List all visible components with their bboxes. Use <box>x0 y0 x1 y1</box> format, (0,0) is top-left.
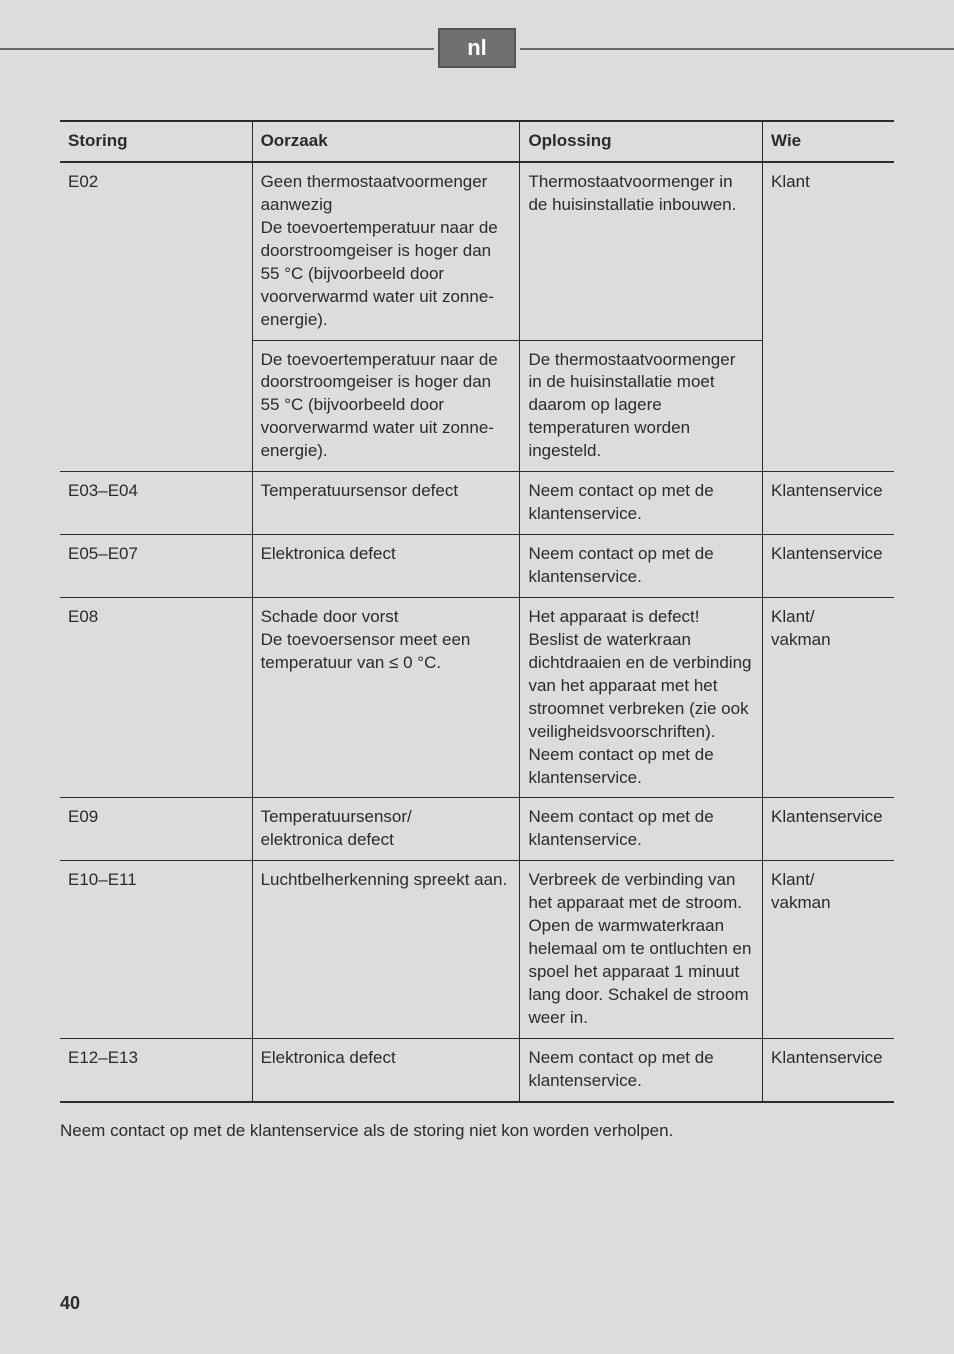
cell-oplossing: De thermostaatvoormenger in de huisinsta… <box>520 340 763 472</box>
cell-oorzaak: Luchtbelherkenning spreekt aan. <box>252 861 520 1039</box>
table-row: E10–E11 Luchtbelherkenning spreekt aan. … <box>60 861 894 1039</box>
table-row: E02 Geen thermostaatvoormenger aanwezigD… <box>60 162 894 340</box>
table-header-row: Storing Oorzaak Oplossing Wie <box>60 121 894 162</box>
cell-oplossing: Neem contact op met de klantenservice. <box>520 1038 763 1101</box>
table-row: E09 Temperatuursensor/elektronica defect… <box>60 798 894 861</box>
cell-storing: E12–E13 <box>60 1038 252 1101</box>
cell-oplossing: Neem contact op met de klantenservice. <box>520 472 763 535</box>
cell-wie: Klantenservice <box>763 1038 894 1101</box>
content-area: Storing Oorzaak Oplossing Wie E02 Geen t… <box>60 120 894 1141</box>
table-row: E08 Schade door vorstDe toevoersensor me… <box>60 597 894 798</box>
table-row: E12–E13 Elektronica defect Neem contact … <box>60 1038 894 1101</box>
cell-wie: Klant/vakman <box>763 597 894 798</box>
troubleshooting-table: Storing Oorzaak Oplossing Wie E02 Geen t… <box>60 120 894 1103</box>
cell-wie: Klant <box>763 162 894 472</box>
footer-note: Neem contact op met de klantenservice al… <box>60 1121 894 1141</box>
table-row: E03–E04 Temperatuursensor defect Neem co… <box>60 472 894 535</box>
cell-wie: Klantenservice <box>763 472 894 535</box>
cell-storing: E08 <box>60 597 252 798</box>
cell-oorzaak: Schade door vorstDe toevoersensor meet e… <box>252 597 520 798</box>
language-tab: nl <box>438 28 516 68</box>
cell-wie: Klantenservice <box>763 535 894 598</box>
cell-oplossing: Verbreek de verbinding van het apparaat … <box>520 861 763 1039</box>
cell-oplossing: Neem contact op met de klantenservice. <box>520 535 763 598</box>
cell-oorzaak: Elektronica defect <box>252 535 520 598</box>
cell-storing: E03–E04 <box>60 472 252 535</box>
header-storing: Storing <box>60 121 252 162</box>
cell-oorzaak: De toevoertemperatuur naar de doorstroom… <box>252 340 520 472</box>
language-code: nl <box>467 35 487 61</box>
cell-oorzaak: Temperatuursensor/elektronica defect <box>252 798 520 861</box>
cell-oorzaak: Elektronica defect <box>252 1038 520 1101</box>
page-number: 40 <box>60 1293 80 1314</box>
cell-oorzaak: Temperatuursensor defect <box>252 472 520 535</box>
page: nl Storing Oorzaak Oplossing Wie E02 Gee… <box>0 0 954 1354</box>
header-oplossing: Oplossing <box>520 121 763 162</box>
cell-wie: Klant/vakman <box>763 861 894 1039</box>
cell-storing: E05–E07 <box>60 535 252 598</box>
cell-oplossing: Het apparaat is defect!Beslist de waterk… <box>520 597 763 798</box>
cell-wie: Klantenservice <box>763 798 894 861</box>
header-oorzaak: Oorzaak <box>252 121 520 162</box>
cell-oplossing: Thermostaatvoormenger in de huisinstalla… <box>520 162 763 340</box>
cell-storing: E02 <box>60 162 252 472</box>
cell-oplossing: Neem contact op met de klantenservice. <box>520 798 763 861</box>
cell-storing: E09 <box>60 798 252 861</box>
cell-storing: E10–E11 <box>60 861 252 1039</box>
table-row: E05–E07 Elektronica defect Neem contact … <box>60 535 894 598</box>
cell-oorzaak: Geen thermostaatvoormenger aanwezigDe to… <box>252 162 520 340</box>
header-wie: Wie <box>763 121 894 162</box>
